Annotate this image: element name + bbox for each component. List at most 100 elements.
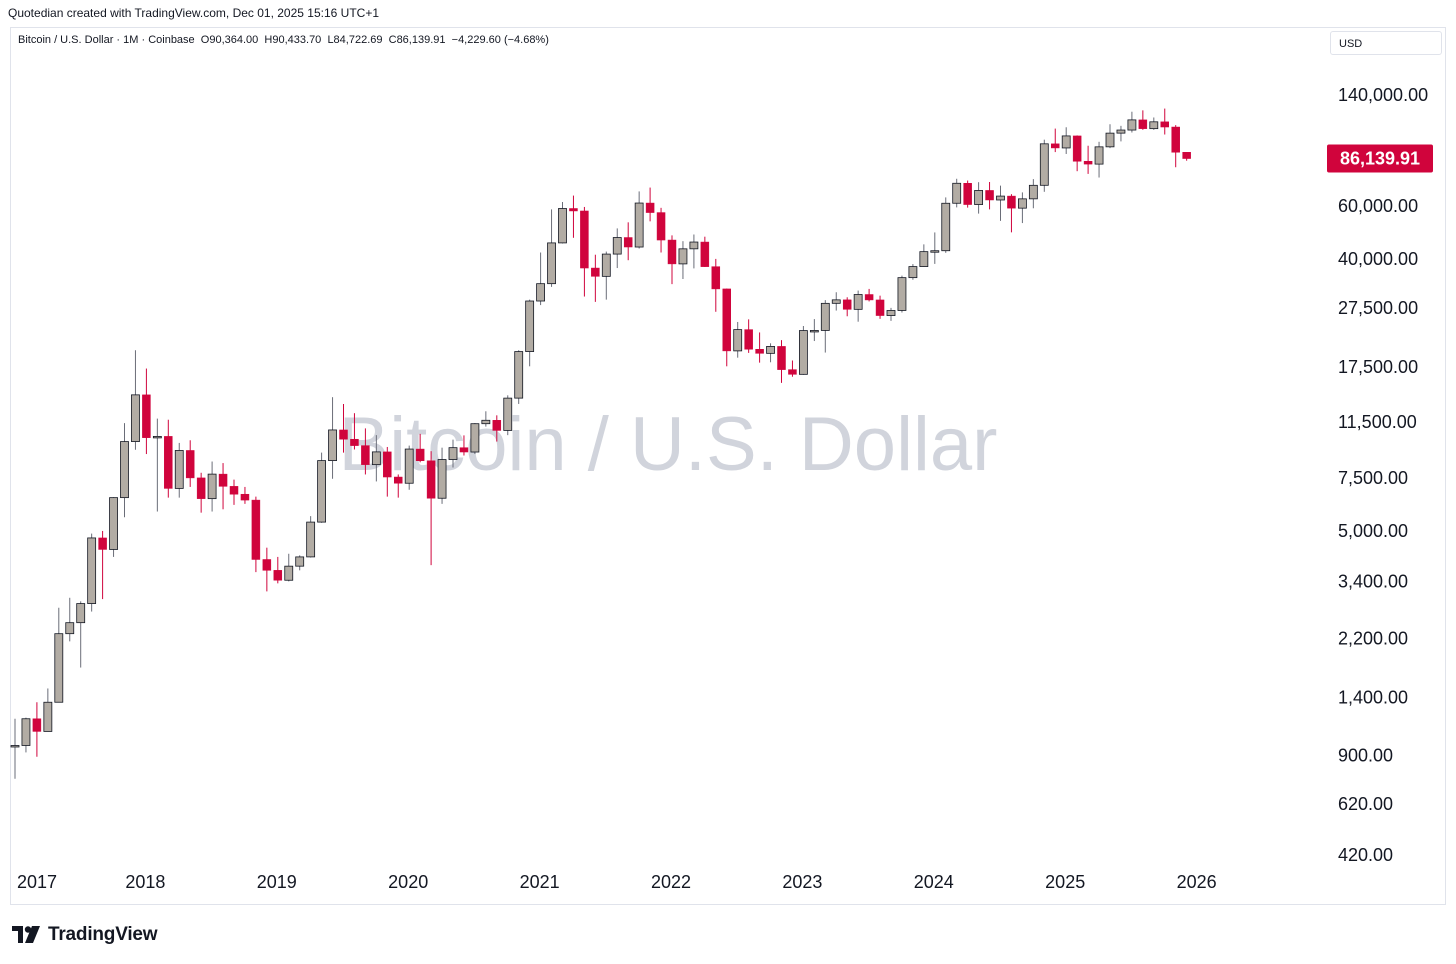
candle-body — [361, 445, 370, 465]
candle-body — [87, 537, 97, 604]
candle-body — [864, 294, 874, 301]
candle-body — [1171, 126, 1180, 153]
candle-body — [98, 537, 107, 550]
legend-change: −4,229.60 (−4.68%) — [451, 34, 549, 46]
candle-body — [930, 250, 940, 253]
candle-body — [437, 459, 447, 499]
candle-body — [470, 423, 480, 453]
candle-body — [525, 300, 535, 352]
candle-body — [897, 277, 907, 311]
candle-body — [1018, 198, 1027, 209]
candle-body — [689, 241, 699, 250]
y-axis-tick-label: 60,000.00 — [1338, 196, 1418, 216]
candle-body — [1051, 143, 1060, 149]
x-axis-tick-label: 2020 — [388, 872, 428, 892]
candle-body — [21, 718, 31, 746]
candle-body — [503, 397, 513, 431]
candle-body — [1083, 161, 1093, 165]
y-axis-tick-label: 900.00 — [1338, 745, 1393, 765]
x-axis-tick-label: 2022 — [651, 872, 691, 892]
currency-selector[interactable]: USD — [1330, 31, 1442, 55]
x-axis-tick-label: 2021 — [520, 872, 560, 892]
last-price-badge-bg — [1327, 144, 1433, 173]
tv-logo-icon — [12, 926, 40, 943]
candle-body — [623, 237, 633, 248]
candle-body — [371, 451, 381, 466]
candle-body — [383, 451, 392, 478]
legend-high: H90,433.70 — [264, 34, 322, 46]
candle-body — [744, 329, 753, 350]
candle-body — [415, 448, 425, 462]
x-axis-tick-label: 2026 — [1177, 872, 1217, 892]
candle-body — [700, 241, 710, 267]
chart-frame — [10, 27, 1446, 905]
candle-body — [262, 559, 272, 571]
candle-body — [339, 429, 348, 440]
candle-body — [131, 394, 140, 442]
candle-body — [10, 745, 20, 748]
candle-body — [963, 183, 972, 205]
candle-body — [1149, 121, 1159, 130]
candle-body — [667, 239, 677, 265]
symbol-watermark: Bitcoin / U.S. Dollar — [339, 402, 998, 487]
tradingview-logo[interactable]: TradingView — [12, 924, 158, 946]
legend-close: C86,139.91 — [388, 34, 446, 46]
candle-body — [941, 202, 951, 252]
candle-body — [426, 460, 436, 499]
candle-body — [1182, 152, 1191, 159]
x-axis-tick-label: 2018 — [125, 872, 165, 892]
candle-body — [591, 267, 600, 277]
candle-body — [1072, 135, 1082, 162]
candle-body — [196, 477, 206, 499]
last-price-label: 86,139.91 — [1340, 149, 1420, 169]
candle-body — [996, 195, 1005, 201]
y-axis-tick-label: 140,000.00 — [1338, 85, 1428, 105]
candle-body — [601, 253, 611, 277]
candle-body — [404, 448, 414, 484]
candle-body — [218, 473, 228, 487]
candle-body — [459, 447, 469, 453]
y-axis-tick-label: 1,400.00 — [1338, 687, 1408, 707]
candle-body — [185, 450, 195, 479]
ohlc-legend: Bitcoin / U.S. Dollar · 1M · Coinbase O9… — [18, 34, 549, 46]
candle-body — [711, 266, 721, 290]
x-axis-tick-label: 2023 — [782, 872, 822, 892]
candle-body — [842, 299, 852, 310]
legend-symbol[interactable]: Bitcoin / U.S. Dollar · 1M · Coinbase — [18, 34, 195, 46]
candle-body — [536, 283, 545, 302]
candle-body — [788, 369, 797, 375]
candle-body — [985, 190, 994, 201]
candle-body — [645, 202, 655, 213]
candle-body — [1116, 129, 1126, 134]
y-axis-tick-label: 7,500.00 — [1338, 468, 1408, 488]
candle-body — [120, 441, 129, 499]
legend-low: L84,722.69 — [327, 34, 383, 46]
candle-body — [733, 329, 743, 352]
candle-body — [1039, 143, 1049, 186]
candle-body — [777, 346, 786, 370]
candle-body — [799, 330, 808, 375]
candle-body — [809, 330, 819, 333]
candle-body — [853, 294, 863, 310]
x-axis-tick-label: 2024 — [914, 872, 954, 892]
candle-body — [952, 182, 962, 204]
candle-body — [240, 493, 250, 501]
candle-body — [1127, 119, 1137, 131]
y-axis-tick-label: 40,000.00 — [1338, 249, 1418, 269]
candle-body — [1138, 119, 1148, 129]
candle-body — [54, 633, 64, 703]
candle-body — [820, 302, 830, 331]
candle-body — [317, 460, 327, 523]
candle-body — [722, 288, 731, 352]
candle-body — [32, 718, 42, 732]
candle-body — [492, 420, 502, 431]
candle-body — [152, 435, 162, 439]
candle-body — [886, 310, 896, 316]
candle-body — [43, 701, 53, 732]
y-axis-tick-label: 17,500.00 — [1338, 357, 1418, 377]
candle-body — [448, 447, 458, 460]
candle-body — [295, 556, 305, 567]
candle-body — [394, 476, 403, 484]
candle-body — [514, 351, 524, 399]
